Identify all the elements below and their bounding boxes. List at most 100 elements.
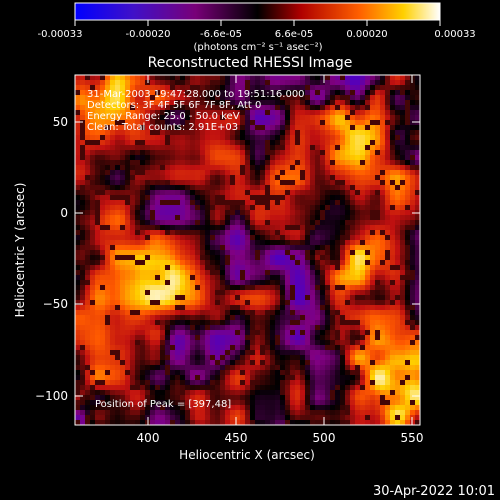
image-pixel	[215, 315, 220, 320]
image-pixel	[360, 350, 365, 355]
image-pixel	[185, 270, 190, 275]
image-pixel	[315, 165, 320, 170]
image-pixel	[275, 75, 280, 80]
image-pixel	[355, 85, 360, 90]
image-pixel	[195, 200, 200, 205]
image-pixel	[360, 370, 365, 375]
image-pixel	[280, 350, 285, 355]
image-pixel	[405, 105, 410, 110]
image-pixel	[290, 355, 295, 360]
image-pixel	[165, 225, 170, 230]
image-pixel	[280, 405, 285, 410]
image-pixel	[360, 340, 365, 345]
image-pixel	[90, 240, 95, 245]
image-pixel	[275, 300, 280, 305]
image-pixel	[255, 275, 260, 280]
image-pixel	[185, 275, 190, 280]
image-pixel	[160, 260, 165, 265]
image-pixel	[325, 115, 330, 120]
image-pixel	[380, 335, 385, 340]
image-pixel	[320, 155, 325, 160]
image-pixel	[300, 215, 305, 220]
image-pixel	[195, 300, 200, 305]
image-pixel	[260, 305, 265, 310]
image-pixel	[255, 115, 260, 120]
image-pixel	[90, 145, 95, 150]
image-pixel	[345, 285, 350, 290]
image-pixel	[300, 260, 305, 265]
image-pixel	[255, 95, 260, 100]
image-pixel	[360, 405, 365, 410]
image-pixel	[120, 245, 125, 250]
image-pixel	[125, 235, 130, 240]
image-pixel	[215, 395, 220, 400]
image-pixel	[330, 320, 335, 325]
image-pixel	[185, 95, 190, 100]
image-pixel	[200, 255, 205, 260]
image-pixel	[360, 160, 365, 165]
image-pixel	[190, 400, 195, 405]
image-pixel	[415, 145, 420, 150]
image-pixel	[245, 305, 250, 310]
image-pixel	[200, 295, 205, 300]
image-pixel	[255, 265, 260, 270]
image-pixel	[380, 185, 385, 190]
image-pixel	[190, 290, 195, 295]
image-pixel	[90, 345, 95, 350]
image-pixel	[280, 385, 285, 390]
image-pixel	[310, 320, 315, 325]
image-pixel	[95, 110, 100, 115]
image-pixel	[175, 385, 180, 390]
image-pixel	[385, 190, 390, 195]
image-pixel	[390, 245, 395, 250]
image-pixel	[415, 275, 420, 280]
image-pixel	[285, 110, 290, 115]
image-pixel	[190, 135, 195, 140]
image-pixel	[265, 130, 270, 135]
image-pixel	[170, 330, 175, 335]
image-pixel	[415, 240, 420, 245]
image-pixel	[195, 290, 200, 295]
image-pixel	[255, 155, 260, 160]
image-pixel	[360, 135, 365, 140]
image-pixel	[115, 320, 120, 325]
image-pixel	[165, 310, 170, 315]
image-pixel	[280, 290, 285, 295]
image-pixel	[215, 265, 220, 270]
image-pixel	[415, 140, 420, 145]
image-pixel	[305, 410, 310, 415]
image-pixel	[360, 215, 365, 220]
image-pixel	[205, 190, 210, 195]
image-pixel	[165, 240, 170, 245]
image-pixel	[275, 95, 280, 100]
image-pixel	[380, 270, 385, 275]
image-pixel	[160, 80, 165, 85]
image-pixel	[235, 150, 240, 155]
image-pixel	[85, 265, 90, 270]
image-pixel	[300, 120, 305, 125]
image-pixel	[275, 80, 280, 85]
image-pixel	[205, 385, 210, 390]
image-pixel	[80, 330, 85, 335]
image-pixel	[355, 290, 360, 295]
image-pixel	[390, 370, 395, 375]
image-pixel	[195, 220, 200, 225]
image-pixel	[390, 120, 395, 125]
image-pixel	[285, 80, 290, 85]
image-pixel	[280, 360, 285, 365]
image-pixel	[290, 205, 295, 210]
image-pixel	[335, 160, 340, 165]
image-pixel	[190, 240, 195, 245]
image-pixel	[355, 345, 360, 350]
image-pixel	[335, 285, 340, 290]
image-pixel	[125, 100, 130, 105]
image-pixel	[405, 365, 410, 370]
image-pixel	[105, 225, 110, 230]
image-pixel	[315, 175, 320, 180]
image-pixel	[170, 255, 175, 260]
image-pixel	[85, 320, 90, 325]
image-pixel	[370, 75, 375, 80]
image-pixel	[280, 370, 285, 375]
image-pixel	[230, 300, 235, 305]
image-pixel	[170, 360, 175, 365]
